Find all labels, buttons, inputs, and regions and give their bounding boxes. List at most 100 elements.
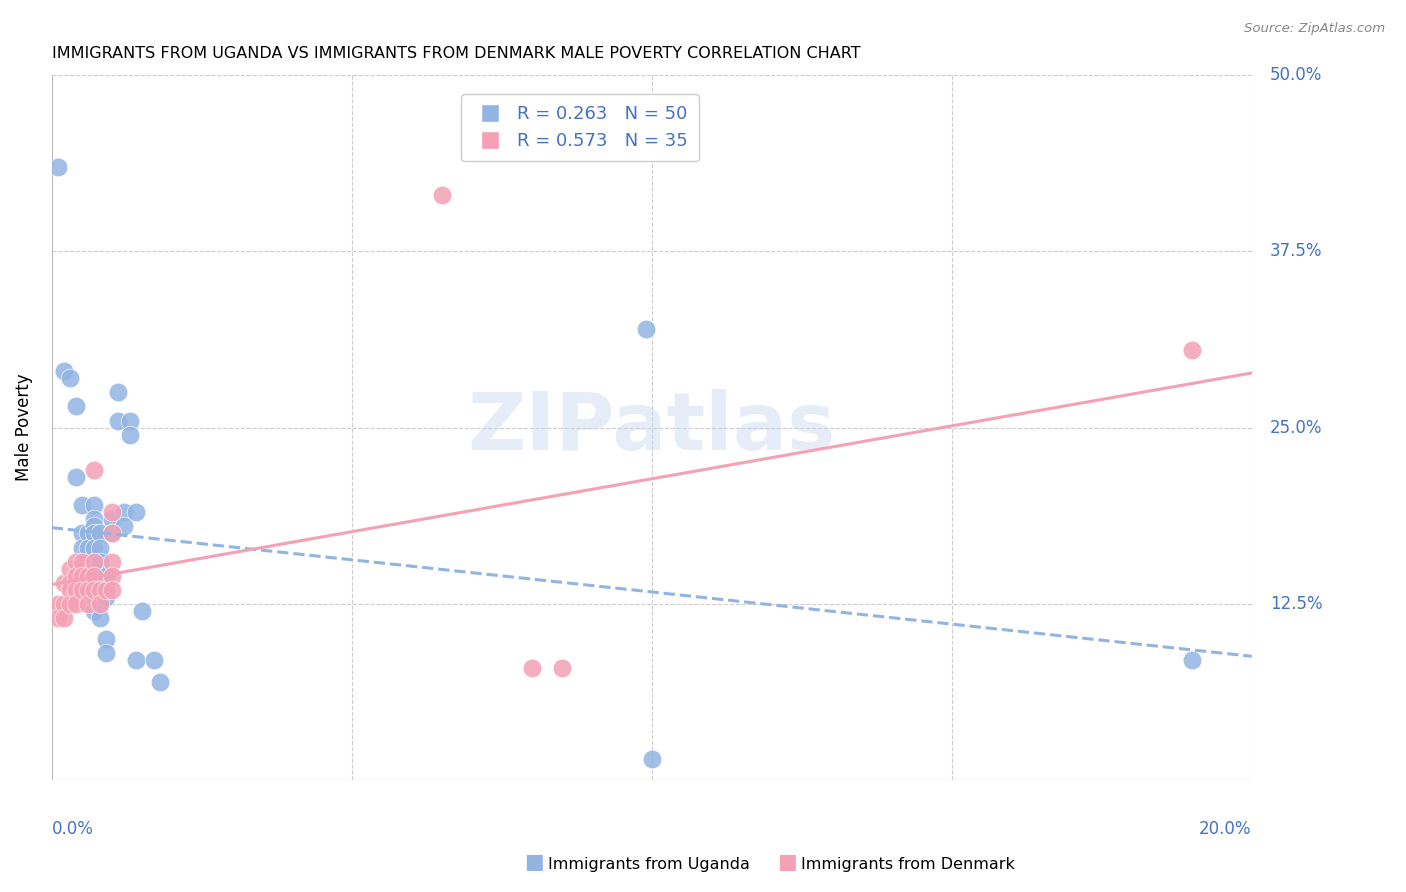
Point bbox=[59, 582, 82, 597]
Point bbox=[83, 555, 105, 569]
Point bbox=[89, 590, 111, 604]
Point bbox=[83, 512, 105, 526]
Point bbox=[76, 526, 98, 541]
Point bbox=[76, 569, 98, 583]
Point bbox=[70, 582, 93, 597]
Point bbox=[100, 512, 122, 526]
Text: ■: ■ bbox=[778, 853, 797, 872]
Point bbox=[94, 647, 117, 661]
Point bbox=[89, 597, 111, 611]
Point bbox=[89, 575, 111, 590]
Point bbox=[107, 414, 129, 428]
Point bbox=[59, 562, 82, 576]
Point bbox=[46, 597, 69, 611]
Point bbox=[70, 526, 93, 541]
Point bbox=[76, 569, 98, 583]
Point bbox=[112, 505, 135, 519]
Text: 12.5%: 12.5% bbox=[1270, 595, 1323, 613]
Point bbox=[89, 582, 111, 597]
Point bbox=[76, 597, 98, 611]
Point bbox=[59, 575, 82, 590]
Point bbox=[59, 371, 82, 385]
Point bbox=[118, 427, 141, 442]
Point bbox=[52, 575, 75, 590]
Point bbox=[83, 541, 105, 555]
Text: 20.0%: 20.0% bbox=[1199, 820, 1251, 838]
Point bbox=[89, 526, 111, 541]
Point bbox=[70, 541, 93, 555]
Point bbox=[94, 590, 117, 604]
Point bbox=[83, 526, 105, 541]
Text: IMMIGRANTS FROM UGANDA VS IMMIGRANTS FROM DENMARK MALE POVERTY CORRELATION CHART: IMMIGRANTS FROM UGANDA VS IMMIGRANTS FRO… bbox=[52, 46, 860, 62]
Point bbox=[46, 611, 69, 625]
Point bbox=[641, 752, 664, 766]
Point bbox=[59, 597, 82, 611]
Point bbox=[94, 582, 117, 597]
Point bbox=[94, 569, 117, 583]
Point bbox=[1181, 653, 1204, 667]
Text: ■: ■ bbox=[524, 853, 544, 872]
Point bbox=[83, 604, 105, 618]
Point bbox=[430, 187, 453, 202]
Point bbox=[65, 555, 87, 569]
Point bbox=[107, 385, 129, 400]
Point bbox=[76, 541, 98, 555]
Point bbox=[634, 322, 657, 336]
Point bbox=[83, 582, 105, 597]
Point bbox=[65, 470, 87, 484]
Point bbox=[89, 611, 111, 625]
Point bbox=[89, 541, 111, 555]
Point bbox=[142, 653, 165, 667]
Text: 37.5%: 37.5% bbox=[1270, 243, 1322, 260]
Point bbox=[76, 555, 98, 569]
Point bbox=[70, 498, 93, 512]
Point bbox=[52, 597, 75, 611]
Text: ZIPatlas: ZIPatlas bbox=[468, 389, 835, 467]
Point bbox=[100, 526, 122, 541]
Text: 50.0%: 50.0% bbox=[1270, 66, 1322, 84]
Point bbox=[89, 555, 111, 569]
Point bbox=[125, 505, 148, 519]
Point bbox=[118, 414, 141, 428]
Point bbox=[83, 562, 105, 576]
Point bbox=[83, 569, 105, 583]
Point bbox=[551, 660, 574, 674]
Point bbox=[94, 582, 117, 597]
Point bbox=[52, 611, 75, 625]
Point bbox=[83, 463, 105, 477]
Text: Immigrants from Denmark: Immigrants from Denmark bbox=[801, 857, 1015, 872]
Point bbox=[89, 597, 111, 611]
Point bbox=[83, 555, 105, 569]
Point bbox=[65, 582, 87, 597]
Point bbox=[112, 519, 135, 533]
Text: 0.0%: 0.0% bbox=[52, 820, 94, 838]
Y-axis label: Male Poverty: Male Poverty bbox=[15, 374, 32, 482]
Point bbox=[131, 604, 153, 618]
Point bbox=[83, 590, 105, 604]
Point bbox=[70, 569, 93, 583]
Text: Immigrants from Uganda: Immigrants from Uganda bbox=[548, 857, 751, 872]
Point bbox=[65, 400, 87, 414]
Point bbox=[100, 582, 122, 597]
Point bbox=[520, 660, 543, 674]
Point bbox=[65, 597, 87, 611]
Text: 25.0%: 25.0% bbox=[1270, 418, 1322, 437]
Text: Source: ZipAtlas.com: Source: ZipAtlas.com bbox=[1244, 22, 1385, 36]
Point bbox=[83, 569, 105, 583]
Point bbox=[52, 364, 75, 378]
Point bbox=[46, 160, 69, 174]
Point bbox=[94, 632, 117, 647]
Point bbox=[1181, 343, 1204, 357]
Point bbox=[83, 519, 105, 533]
Point bbox=[83, 498, 105, 512]
Point bbox=[65, 569, 87, 583]
Point bbox=[100, 505, 122, 519]
Point bbox=[149, 674, 172, 689]
Legend: R = 0.263   N = 50, R = 0.573   N = 35: R = 0.263 N = 50, R = 0.573 N = 35 bbox=[461, 95, 699, 161]
Point bbox=[100, 526, 122, 541]
Point bbox=[100, 555, 122, 569]
Point bbox=[76, 582, 98, 597]
Point bbox=[100, 569, 122, 583]
Point bbox=[70, 555, 93, 569]
Point bbox=[125, 653, 148, 667]
